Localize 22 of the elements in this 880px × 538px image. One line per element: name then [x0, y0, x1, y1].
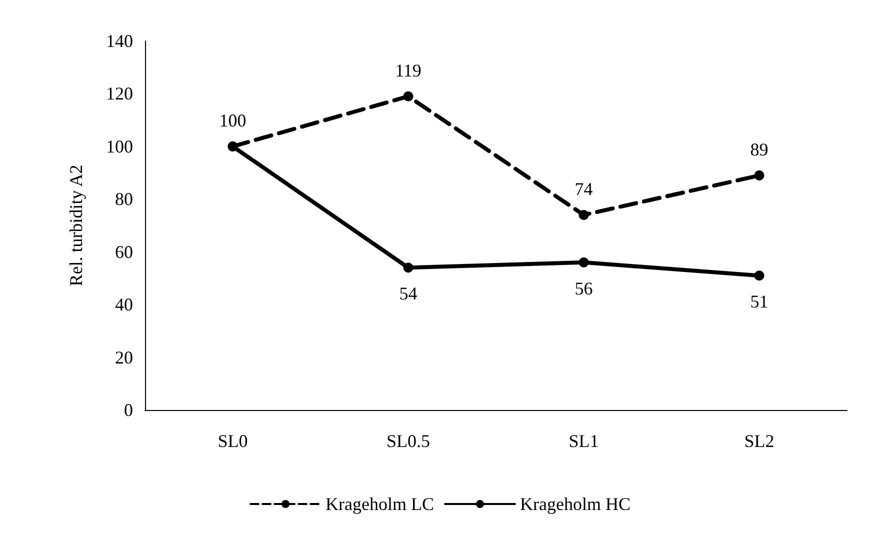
x-tick-label: SL1: [568, 431, 599, 451]
y-tick-label: 80: [115, 189, 133, 210]
y-axis-title: Rel. turbidity A2: [66, 164, 86, 286]
y-tick-label: 100: [106, 136, 133, 156]
data-label: 100: [219, 110, 246, 130]
data-label: 54: [399, 284, 418, 304]
x-tick-label: SL0: [218, 431, 248, 451]
data-label: 74: [574, 178, 593, 199]
legend-label: Krageholm HC: [520, 494, 630, 514]
y-tick-label: 60: [115, 242, 133, 262]
y-tick-label: 40: [115, 294, 133, 315]
y-tick-label: 0: [124, 400, 133, 420]
data-label: 51: [750, 292, 768, 312]
legend-label: Krageholm LC: [326, 494, 434, 514]
y-tick-label: 120: [106, 84, 133, 104]
data-label: 119: [395, 60, 422, 80]
x-tick-label: SL2: [744, 431, 774, 451]
data-label: 89: [750, 139, 768, 160]
x-tick-label: SL0.5: [386, 431, 430, 451]
data-label: 56: [574, 278, 593, 298]
y-tick-label: 140: [106, 31, 133, 51]
y-tick-label: 20: [115, 347, 133, 368]
